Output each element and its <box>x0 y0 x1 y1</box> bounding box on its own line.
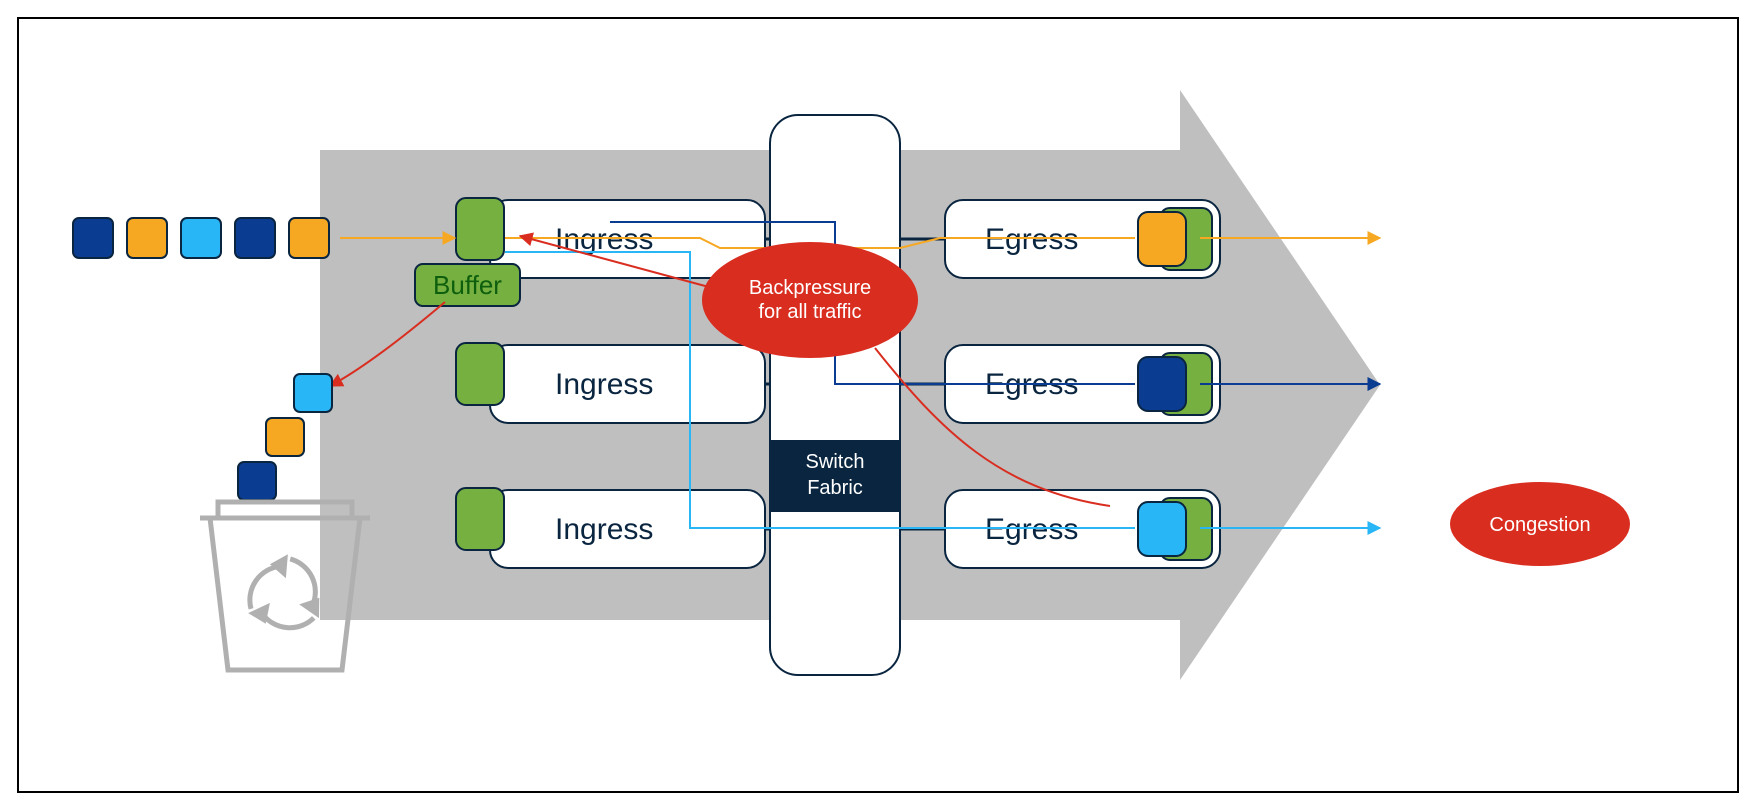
incoming-packet <box>289 218 329 258</box>
ingress-buffer <box>456 488 504 550</box>
egress-packet-chip <box>1138 357 1186 411</box>
incoming-packet <box>235 218 275 258</box>
backpressure-label: Backpressure <box>749 277 871 299</box>
incoming-packet <box>181 218 221 258</box>
dropped-packet <box>294 374 332 412</box>
egress-label: Egress <box>985 223 1078 256</box>
incoming-packet <box>73 218 113 258</box>
egress-packet-chip <box>1138 502 1186 556</box>
ingress-buffer <box>456 343 504 405</box>
switch-fabric <box>770 115 900 675</box>
buffer-tag-label: Buffer <box>433 270 502 300</box>
switch-fabric-label: Switch <box>806 451 865 473</box>
egress-packet-chip <box>1138 212 1186 266</box>
backpressure-label: for all traffic <box>759 301 862 323</box>
egress-label: Egress <box>985 513 1078 546</box>
congestion-label: Congestion <box>1489 514 1590 536</box>
switch-fabric-label: Fabric <box>807 477 863 499</box>
incoming-packet <box>127 218 167 258</box>
dropped-packet <box>238 462 276 500</box>
ingress-label: Ingress <box>555 368 653 401</box>
ingress-buffer <box>456 198 504 260</box>
backpressure-badge <box>702 242 918 358</box>
dropped-packet <box>266 418 304 456</box>
ingress-label: Ingress <box>555 513 653 546</box>
